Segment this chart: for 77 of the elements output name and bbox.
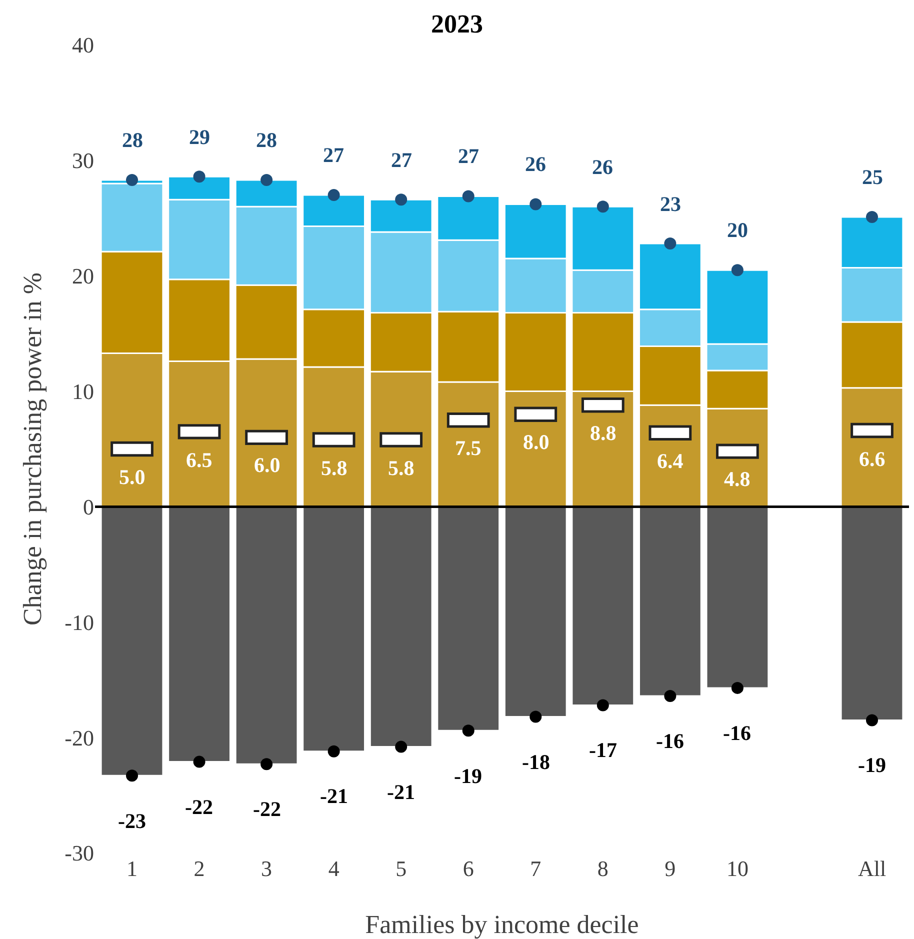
y-tick-label: 40 (72, 32, 94, 58)
point (462, 724, 474, 737)
x-tick-label: 7 (530, 856, 542, 881)
data-label: -18 (522, 750, 550, 774)
data-label: -19 (858, 753, 886, 777)
data-label: 25 (862, 165, 883, 189)
point (328, 745, 340, 758)
x-tick-label: 9 (664, 856, 676, 881)
chart-title: 2023 (431, 9, 483, 38)
point (664, 690, 676, 702)
data-label: 26 (525, 152, 546, 176)
data-label: 8.0 (523, 430, 550, 454)
x-tick-label: 5 (396, 856, 407, 881)
data-label: 23 (660, 192, 681, 216)
y-tick-label: -30 (64, 840, 94, 866)
data-label: 20 (727, 218, 748, 242)
data-label: -21 (387, 780, 415, 804)
point (596, 200, 609, 213)
point (731, 264, 744, 276)
data-label: 28 (256, 128, 277, 152)
point (328, 189, 340, 202)
data-label: -22 (185, 795, 213, 819)
y-tick-label: -20 (64, 725, 94, 750)
y-tick-label: 30 (72, 148, 94, 174)
point (395, 740, 408, 753)
y-tick-label: 20 (72, 264, 94, 289)
data-label: 27 (458, 144, 479, 168)
point (731, 682, 744, 694)
data-label: -16 (723, 721, 751, 745)
x-tick-label: 1 (126, 856, 138, 881)
point (193, 756, 206, 768)
data-label: -22 (253, 797, 281, 821)
point (260, 758, 273, 770)
data-label: 8.8 (590, 421, 616, 445)
data-label: -21 (320, 784, 348, 808)
x-axis-title: Families by income decile (365, 910, 639, 939)
point (260, 174, 273, 186)
data-label: 29 (189, 125, 210, 149)
data-label: 6.6 (859, 447, 886, 471)
data-label: -19 (454, 764, 482, 788)
data-label: 4.8 (724, 467, 750, 491)
data-label: -23 (118, 809, 146, 833)
data-label: 6.5 (186, 448, 212, 472)
data-label: 7.5 (455, 436, 482, 460)
data-label: 27 (323, 143, 344, 167)
data-label: 27 (391, 148, 412, 172)
x-tick-label: 2 (194, 856, 205, 881)
y-tick-label: 0 (83, 494, 94, 520)
point (462, 190, 474, 202)
point (596, 699, 609, 712)
x-tick-label: 4 (328, 856, 340, 881)
x-tick-label: All (858, 856, 886, 881)
y-tick-label: 10 (72, 378, 94, 404)
y-tick-label: -10 (64, 610, 94, 635)
data-label: 5.8 (388, 456, 414, 480)
point (866, 714, 878, 726)
point (126, 174, 138, 186)
x-tick-label: 3 (261, 856, 272, 881)
point (664, 238, 676, 250)
data-label: 28 (122, 128, 143, 152)
data-label: -17 (589, 738, 617, 762)
data-label: 6.0 (254, 453, 280, 477)
data-label: 6.4 (657, 449, 684, 473)
point (126, 770, 138, 782)
x-tick-label: 10 (726, 856, 748, 881)
x-tick-label: 8 (597, 856, 608, 881)
data-label: 5.0 (119, 465, 146, 489)
point (530, 710, 542, 723)
data-label: 5.8 (321, 456, 348, 480)
data-label: 26 (592, 155, 613, 179)
x-tick-label: 6 (462, 856, 474, 881)
point (395, 194, 408, 206)
point (866, 210, 878, 223)
data-label: -16 (656, 729, 684, 753)
y-axis-title: Change in purchasing power in % (18, 272, 48, 626)
point (530, 198, 542, 210)
point (193, 170, 206, 183)
